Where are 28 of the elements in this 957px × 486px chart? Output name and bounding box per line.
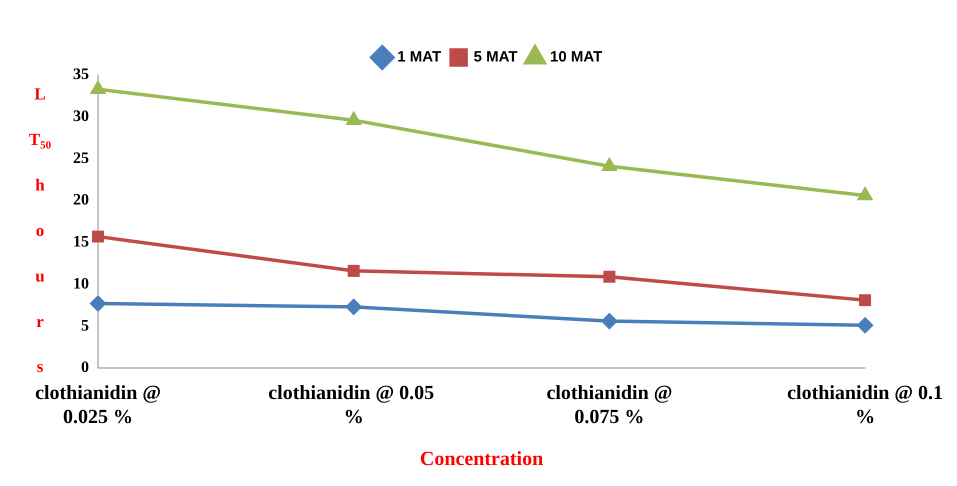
- point: [858, 188, 872, 200]
- point: [602, 158, 616, 171]
- y-tick-label: 30: [73, 108, 89, 125]
- x-tick-label: clothianidin @ 0.1 %: [787, 382, 943, 428]
- x-tick-label: clothianidin @ 0.05 %: [268, 382, 440, 428]
- y-tick-label: 15: [73, 234, 89, 251]
- point: [92, 230, 104, 243]
- y-tick-label: 10: [73, 275, 89, 292]
- point: [90, 296, 106, 312]
- point: [859, 294, 872, 306]
- x-axis-title: Concentration: [420, 448, 544, 470]
- point: [346, 299, 362, 315]
- x-tick-label: clothianidin @ 0.025 %: [35, 382, 161, 428]
- point: [857, 318, 873, 334]
- point: [603, 270, 616, 283]
- legend-label: 1 MAT: [397, 48, 442, 66]
- y-tick-label: 25: [73, 150, 89, 167]
- point: [348, 264, 360, 277]
- point: [602, 313, 618, 329]
- y-tick-label: 20: [73, 192, 89, 209]
- y-tick-label: 35: [73, 66, 89, 84]
- x-tick-label: clothianidin @ 0.075 %: [546, 382, 672, 428]
- point: [346, 112, 361, 125]
- y-tick-label: 5: [81, 317, 89, 334]
- point: [91, 81, 105, 94]
- legend-label: 5 MAT: [474, 48, 518, 66]
- legend-label: 10 MAT: [550, 48, 602, 66]
- y-tick-label: 0: [81, 359, 89, 376]
